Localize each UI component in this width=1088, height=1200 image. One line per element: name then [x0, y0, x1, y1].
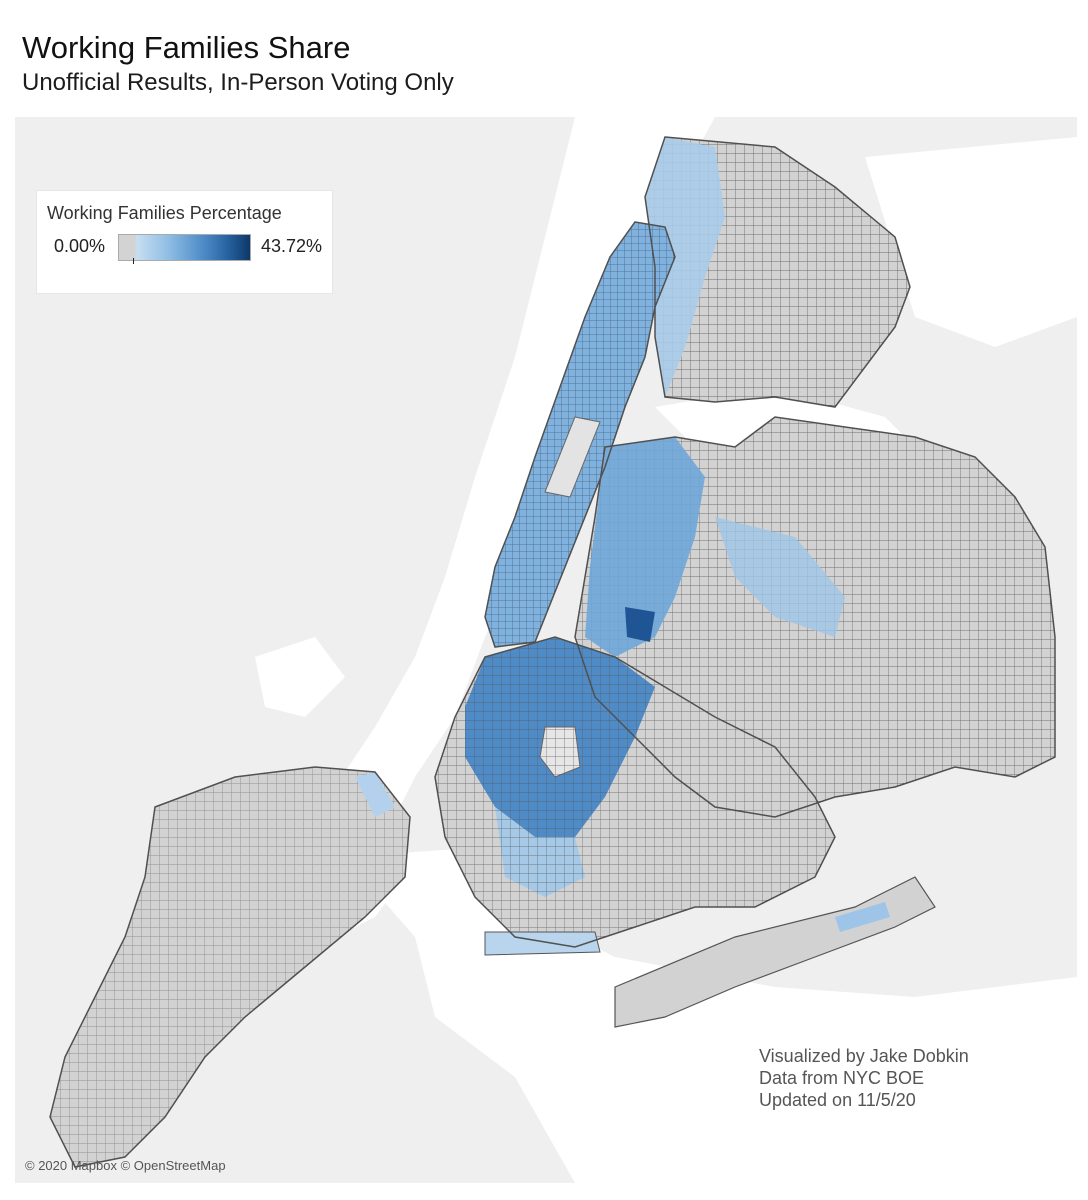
coney-island-strip — [484, 931, 601, 956]
credit-updated: Updated on 11/5/20 — [759, 1090, 916, 1110]
choropleth-map[interactable]: © 2020 Mapbox © OpenStreetMap — [15, 117, 1077, 1183]
map-canvas — [15, 117, 1077, 1183]
legend: Working Families Percentage 0.00% 43.72% — [37, 191, 332, 293]
legend-tick — [133, 258, 134, 264]
map-subtitle: Unofficial Results, In-Person Voting Onl… — [22, 69, 454, 96]
central-park — [544, 416, 601, 498]
map-attribution[interactable]: © 2020 Mapbox © OpenStreetMap — [25, 1158, 226, 1173]
legend-max-label: 43.72% — [260, 236, 322, 256]
map-title: Working Families Share — [22, 30, 351, 65]
queens-astoria-dark — [625, 607, 655, 642]
brooklyn-grid — [435, 637, 835, 947]
staten-island-north-blue — [355, 772, 395, 817]
staten-island-grid — [50, 767, 410, 1167]
queens-west-blue — [585, 437, 705, 657]
credits: Visualized by Jake Dobkin Data from NYC … — [759, 1045, 969, 1111]
borough-outlines — [49, 136, 1056, 1168]
legend-color-ramp — [118, 234, 251, 261]
queens-jackson-blue — [715, 517, 845, 637]
bronx-west-blue — [645, 137, 725, 397]
legend-title: Working Families Percentage — [47, 203, 282, 223]
legend-min-label: 0.00% — [54, 236, 106, 256]
credit-data-source: Data from NYC BOE — [759, 1068, 925, 1088]
credit-visualized: Visualized by Jake Dobkin — [759, 1046, 969, 1066]
rockaway-blue — [835, 902, 890, 932]
